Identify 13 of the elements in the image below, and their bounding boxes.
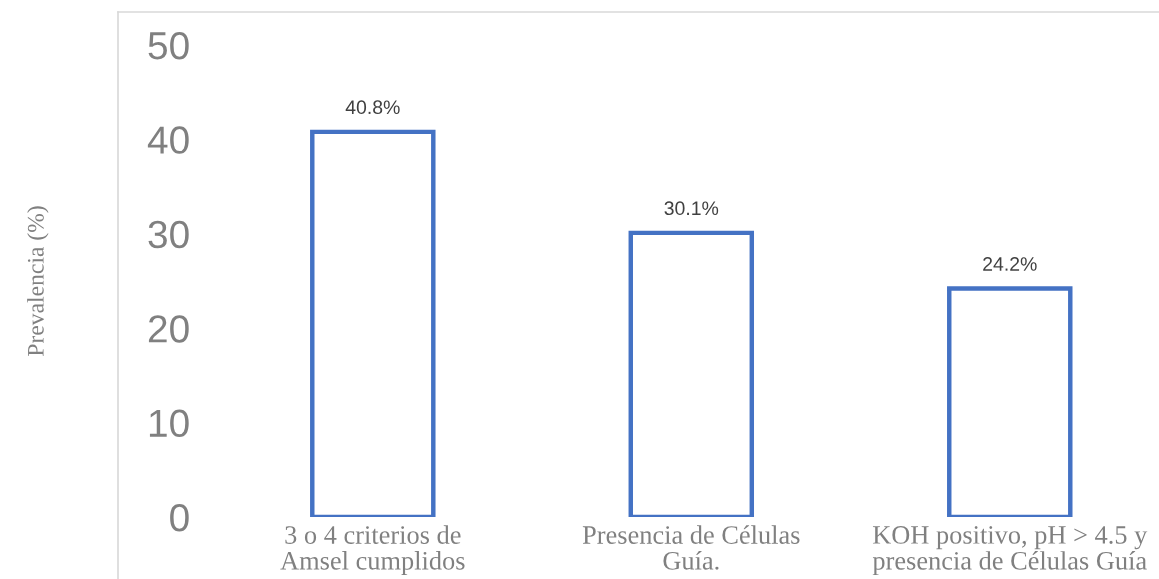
y-tick-label: 50 [148, 31, 189, 60]
data-label: 24.2% [983, 257, 1037, 271]
x-tick-label: Presencia de Células Guía. [582, 525, 800, 570]
data-label: 40.8% [345, 100, 400, 115]
x-tick-label: 3 o 4 criterios de Amsel cumplidos [280, 525, 465, 576]
y-tick-label: 0 [170, 503, 189, 532]
y-tick-label: 20 [148, 315, 189, 343]
y-tick-label: 40 [147, 126, 189, 154]
y-tick-label: 10 [149, 409, 189, 438]
y-axis-title: Prevalencia (%) [27, 206, 49, 357]
x-tick-label: KOH positivo, pH > 4.5 y presencia de Células Guía [872, 526, 1148, 576]
y-tick-label: 30 [148, 220, 189, 249]
data-label: 30.1% [664, 201, 719, 216]
